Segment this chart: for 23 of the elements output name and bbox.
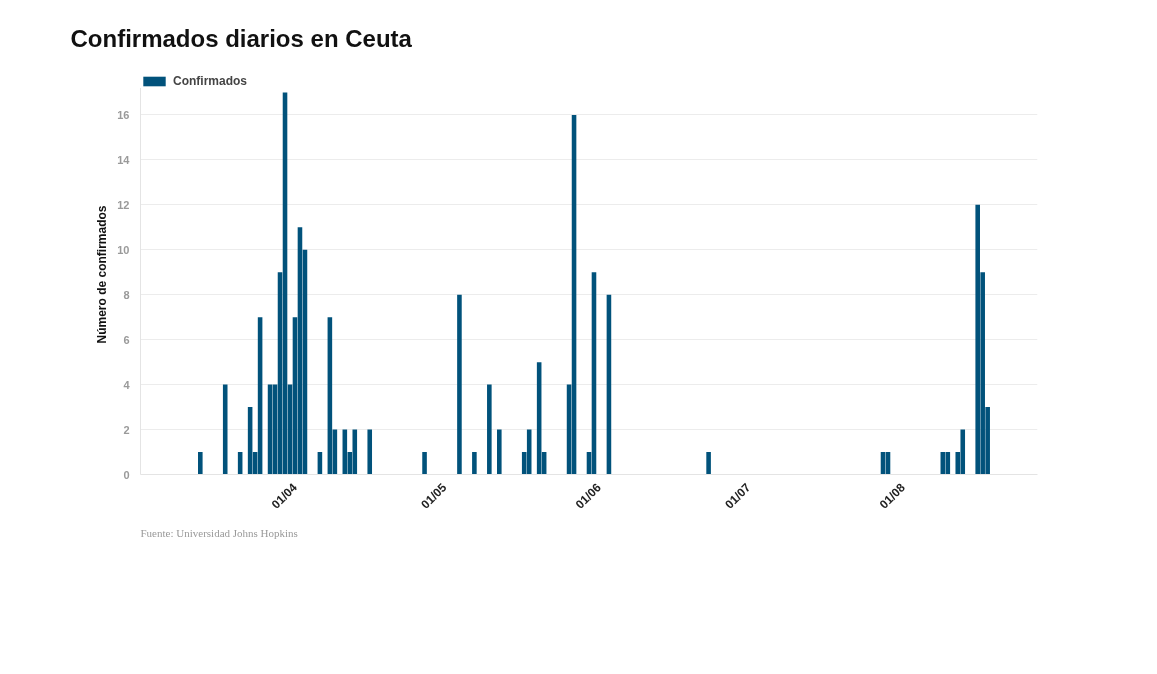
bar [457,294,462,475]
y-tick-label: 0 [123,468,130,481]
source-note: Fuente: Universidad Johns Hopkins [140,526,298,539]
bar [472,452,477,475]
bar [487,384,492,475]
y-tick-label: 16 [117,108,130,121]
bar [222,384,228,475]
legend-label: Confirmados [173,74,248,88]
bar [706,452,711,475]
y-tick-label: 4 [123,378,131,391]
y-tick-label: 6 [123,333,130,346]
bar [198,452,203,475]
bar [367,429,373,475]
bar [497,429,502,475]
bar [352,429,358,475]
bar [422,452,427,475]
y-tick-label: 8 [123,288,130,301]
y-tick-label: 14 [117,153,131,166]
y-tick-label: 12 [117,198,130,211]
y-tick-label: 10 [117,243,130,256]
y-tick-label: 2 [123,423,130,436]
chart-title: Confirmados diarios en Ceuta [70,25,413,52]
y-axis-title: Número de confirmados [95,205,110,344]
